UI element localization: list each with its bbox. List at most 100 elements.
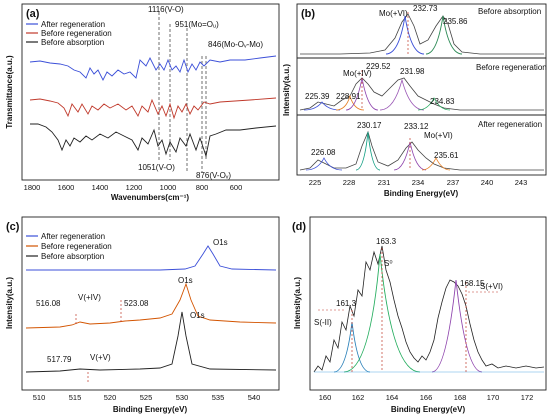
fit-peak-225-39 <box>303 101 341 111</box>
panel-d-xtick: 170 <box>487 393 500 402</box>
panel-a-xtick: 1200 <box>126 183 143 192</box>
panel-b-label: (b) <box>301 8 315 20</box>
panel-d-label: (d) <box>292 221 306 233</box>
legend-label: Before regeneration <box>41 29 112 38</box>
panel-c-xtick: 535 <box>212 393 225 402</box>
fit-peak-231-98 <box>379 78 425 111</box>
series-before-regeneration <box>25 282 277 329</box>
peak-label: 234.83 <box>430 97 455 106</box>
annotation: 1051(V-O) <box>138 163 175 172</box>
panel-c-xtick: 520 <box>104 393 117 402</box>
panel-a-xtick: 1000 <box>160 183 177 192</box>
panel-a-xtick: 1600 <box>58 183 75 192</box>
fit-peak-235-86 <box>425 15 463 55</box>
annotation: 1116(V-O) <box>148 5 184 14</box>
peak-label: O1s <box>213 238 228 247</box>
panel-d-xtick: 162 <box>352 393 365 402</box>
series-before-absorption <box>30 123 277 158</box>
panel-b-xtick: 225 <box>309 178 322 187</box>
series-raw <box>313 245 545 373</box>
panel-c-legend: After regeneration Before regeneration B… <box>26 232 112 261</box>
series-before-absorption-raw <box>300 13 544 55</box>
peak-label: 517.79 <box>47 355 72 364</box>
panel-a: (a) Transmittance(a.u.) Wavenumbers(cm⁻¹… <box>5 3 280 202</box>
fit-peak-232-73 <box>385 15 425 55</box>
peak-label: S(+VI) <box>480 282 503 291</box>
panel-c: (c) Intensity(a.u.) Binding Energy(eV) 5… <box>5 216 280 414</box>
annotation: 846(Mo-Oᵥ-Mo) <box>208 40 263 49</box>
peak-label: Mo(+VI) <box>424 131 453 140</box>
series-before-regeneration <box>29 97 277 120</box>
legend-label: After regeneration <box>41 232 105 241</box>
series-before-regeneration-raw <box>299 77 544 111</box>
panel-d-xtick: 172 <box>521 393 534 402</box>
panel-c-xtick: 515 <box>69 393 82 402</box>
peak-label: 228.91 <box>336 92 361 101</box>
peak-label: 232.73 <box>413 4 438 13</box>
peak-label: 516.08 <box>36 299 61 308</box>
peak-label: 231.98 <box>400 67 425 76</box>
fit-peak-234-83 <box>417 97 451 111</box>
peak-label: S(-II) <box>314 318 332 327</box>
peak-label: O1s <box>190 311 205 320</box>
panel-a-xtick: 800 <box>196 183 209 192</box>
panel-b-ylabel: Intensity(a.u.) <box>282 64 291 116</box>
peak-label: 523.08 <box>124 299 149 308</box>
panel-c-xtick: 525 <box>140 393 153 402</box>
fit-peak-226-08 <box>305 157 343 171</box>
panel-a-legend: After regeneration Before regeneration B… <box>26 20 112 47</box>
peak-label: V(+V) <box>90 353 111 362</box>
peak-label: 235.61 <box>434 151 459 160</box>
panel-b-xticks: 225 228 231 234 237 240 243 <box>309 178 528 187</box>
peak-label: 226.08 <box>311 148 336 157</box>
panel-d: (d) Intensity(a.u.) Binding Energy(eV) 1… <box>292 216 547 414</box>
series-before-absorption <box>25 311 277 373</box>
panel-d-xtick: 166 <box>420 393 433 402</box>
panel-c-frame <box>21 216 280 391</box>
peak-label: V(+IV) <box>78 293 101 302</box>
panel-d-frame <box>309 216 547 391</box>
annotation: 876(V-Oᵥ) <box>196 171 231 180</box>
panel-b-xtick: 237 <box>447 178 460 187</box>
panel-c-ylabel: Intensity(a.u.) <box>5 277 14 329</box>
panel-c-xticks: 510 515 520 525 530 535 540 <box>33 393 261 402</box>
panel-d-xtick: 160 <box>319 393 332 402</box>
panel-b-xtick: 228 <box>343 178 356 187</box>
series-after-regeneration <box>29 55 277 82</box>
panel-a-xtick: 1800 <box>24 183 41 192</box>
peak-label: 229.52 <box>366 62 391 71</box>
panel-b-xlabel: Binding Energy(eV) <box>384 189 459 198</box>
fit-peak-228-91 <box>335 94 365 111</box>
peak-label: O1s <box>178 276 193 285</box>
peak-label: 163.3 <box>376 237 397 246</box>
legend-label: Before regeneration <box>41 242 112 251</box>
peak-label: 161.3 <box>336 299 357 308</box>
panel-d-ylabel: Intensity(a.u.) <box>293 277 302 329</box>
panel-d-xticks: 160 162 164 166 168 170 172 <box>319 393 534 402</box>
panel-b: (b) Intensity(a.u.) Binding Energy(eV) 2… <box>282 3 547 198</box>
fit-peak-235-61 <box>421 157 451 171</box>
panel-a-xticks: 1800 1600 1400 1200 1000 800 600 <box>24 183 243 192</box>
panel-b-frame <box>296 3 547 176</box>
peak-label: 225.39 <box>305 92 330 101</box>
legend-label: Before absorption <box>41 252 104 261</box>
panel-c-label: (c) <box>6 221 20 233</box>
subpanel-title: After regeneration <box>478 120 542 129</box>
fit-peak-230-17 <box>355 131 381 171</box>
fit-peak-168-15 <box>431 279 483 373</box>
panel-d-xtick: 168 <box>454 393 467 402</box>
subpanel-title: Before absorption <box>478 7 541 16</box>
legend-label: Before absorption <box>41 38 104 47</box>
panel-c-xtick: 540 <box>248 393 261 402</box>
panel-a-label: (a) <box>26 8 40 20</box>
panel-a-xtick: 1400 <box>92 183 109 192</box>
panel-c-xtick: 510 <box>33 393 46 402</box>
panel-c-xlabel: Binding Energy(eV) <box>113 405 188 414</box>
panel-a-xtick: 600 <box>230 183 243 192</box>
panel-d-xlabel: Binding Energy(eV) <box>391 405 466 414</box>
annotation: 951(Mo=Oᵤ) <box>175 20 219 29</box>
panel-c-xtick: 530 <box>176 393 189 402</box>
peak-label: Mo(+VI) <box>379 9 408 18</box>
series-after-regeneration <box>26 245 277 271</box>
